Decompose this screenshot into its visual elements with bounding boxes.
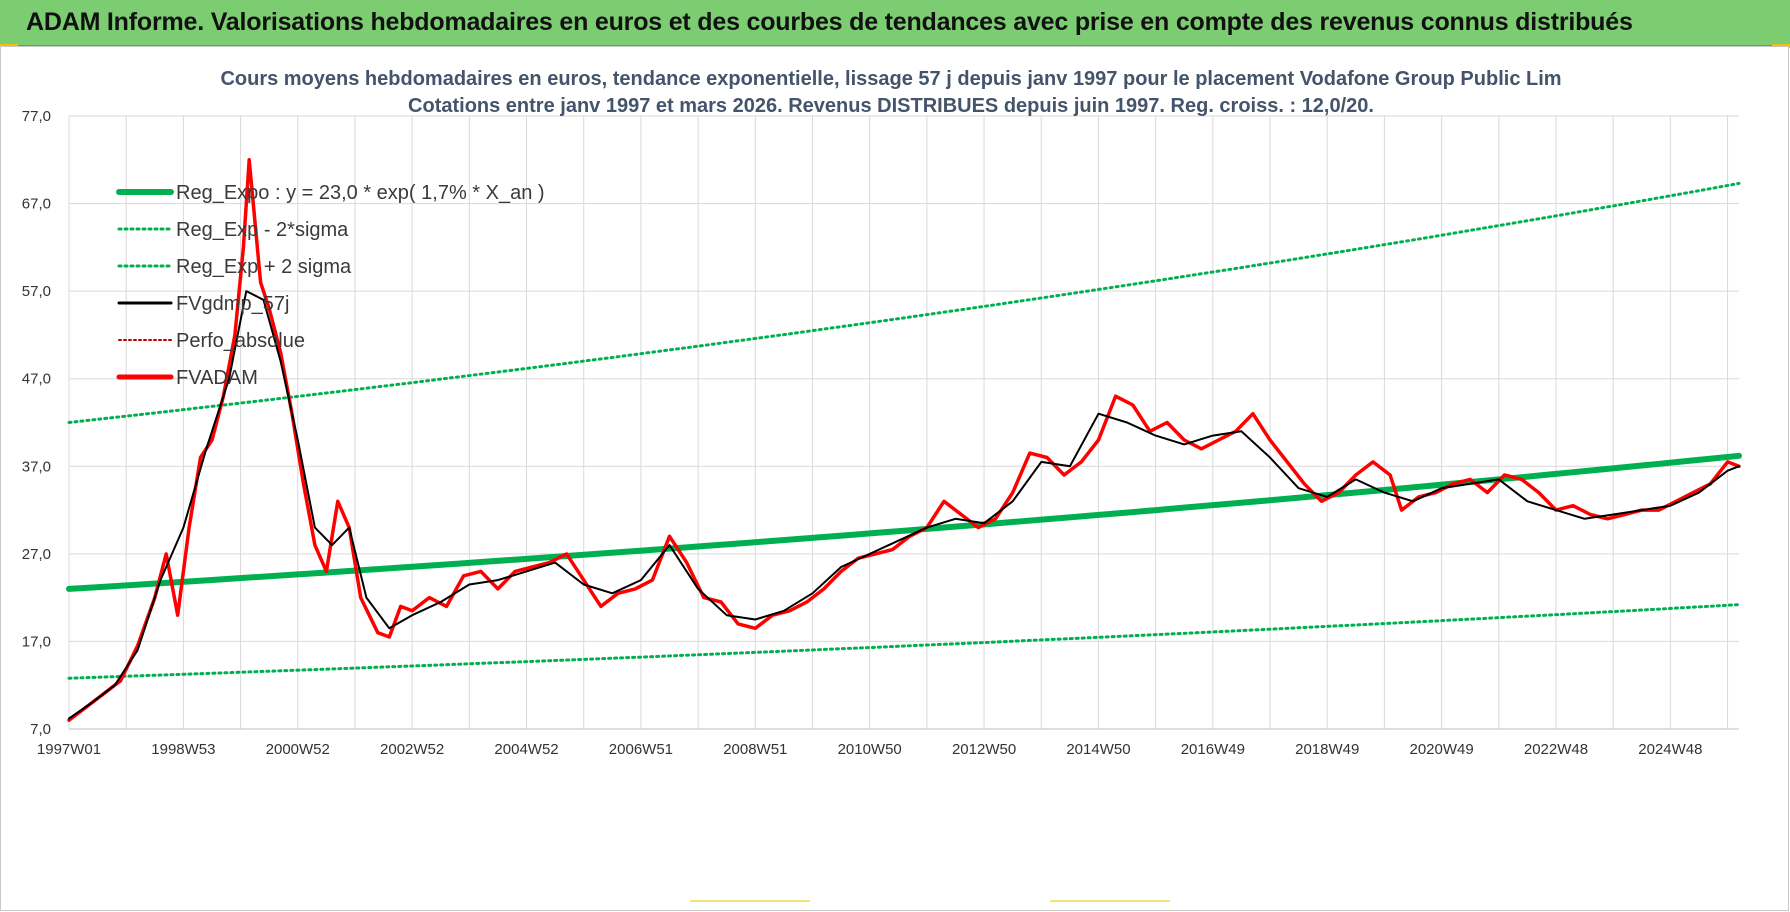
x-tick-label: 2008W51 bbox=[723, 741, 787, 758]
series-lines bbox=[66, 158, 1742, 722]
y-tick-label: 67,0 bbox=[22, 196, 51, 213]
series-fvgdmp-57j bbox=[68, 290, 1740, 720]
legend-label: FVgdmp_57j bbox=[176, 293, 289, 315]
y-tick-label: 7,0 bbox=[30, 721, 51, 738]
chart-area: Cours moyens hebdomadaires en euros, ten… bbox=[0, 46, 1789, 911]
legend-label: Perfo_absolue bbox=[176, 330, 305, 352]
bottom-mark-1 bbox=[690, 900, 810, 902]
x-tick-label: 2010W50 bbox=[838, 741, 902, 758]
x-tick-label: 2022W48 bbox=[1524, 741, 1588, 758]
y-tick-label: 37,0 bbox=[22, 458, 51, 475]
grid-lines bbox=[68, 115, 1739, 730]
legend-label: Reg_Expo : y = 23,0 * exp( 1,7% * X_an ) bbox=[176, 182, 545, 204]
series-reg-plus-2sigma bbox=[67, 181, 1741, 424]
x-tick-label: 2014W50 bbox=[1066, 741, 1130, 758]
legend-label: Reg_Exp - 2*sigma bbox=[176, 219, 349, 241]
chart-title-line1: Cours moyens hebdomadaires en euros, ten… bbox=[220, 68, 1561, 90]
x-tick-label: 2000W52 bbox=[266, 741, 330, 758]
legend-label: FVADAM bbox=[176, 367, 258, 389]
x-tick-label: 2002W52 bbox=[380, 741, 444, 758]
x-tick-label: 2004W52 bbox=[494, 741, 558, 758]
series-reg-minus-2sigma bbox=[67, 603, 1741, 680]
series-fvadam bbox=[67, 158, 1741, 722]
x-tick-label: 2020W49 bbox=[1409, 741, 1473, 758]
x-tick-label: 1998W53 bbox=[151, 741, 215, 758]
x-tick-label: 2016W49 bbox=[1181, 741, 1245, 758]
report-banner: ADAM Informe. Valorisations hebdomadaire… bbox=[0, 0, 1790, 46]
y-tick-label: 27,0 bbox=[22, 546, 51, 563]
x-axis-ticks: 1997W01 1998W53 2000W52 2002W52 2004W52 2006W… bbox=[37, 741, 1703, 758]
y-tick-label: 17,0 bbox=[22, 633, 51, 650]
x-tick-label: 2024W48 bbox=[1638, 741, 1702, 758]
x-tick-label: 2018W49 bbox=[1295, 741, 1359, 758]
x-tick-label: 2006W51 bbox=[609, 741, 673, 758]
y-tick-label: 57,0 bbox=[22, 283, 51, 300]
x-tick-label: 2012W50 bbox=[952, 741, 1016, 758]
line-chart: Cours moyens hebdomadaires en euros, ten… bbox=[22, 68, 1742, 758]
bottom-mark-2 bbox=[1050, 900, 1170, 902]
y-axis-ticks: 77,0 67,0 57,0 47,0 37,0 27,0 17,0 7,0 bbox=[22, 108, 51, 738]
y-tick-label: 47,0 bbox=[22, 371, 51, 388]
chart-title-line2: Cotations entre janv 1997 et mars 2026. … bbox=[408, 95, 1374, 117]
x-tick-label: 1997W01 bbox=[37, 741, 101, 758]
report-title: ADAM Informe. Valorisations hebdomadaire… bbox=[26, 8, 1633, 36]
legend: Reg_Expo : y = 23,0 * exp( 1,7% * X_an )… bbox=[116, 182, 545, 389]
y-tick-label: 77,0 bbox=[22, 108, 51, 125]
legend-label: Reg_Exp + 2 sigma bbox=[176, 256, 352, 278]
series-reg-expo bbox=[66, 452, 1742, 592]
